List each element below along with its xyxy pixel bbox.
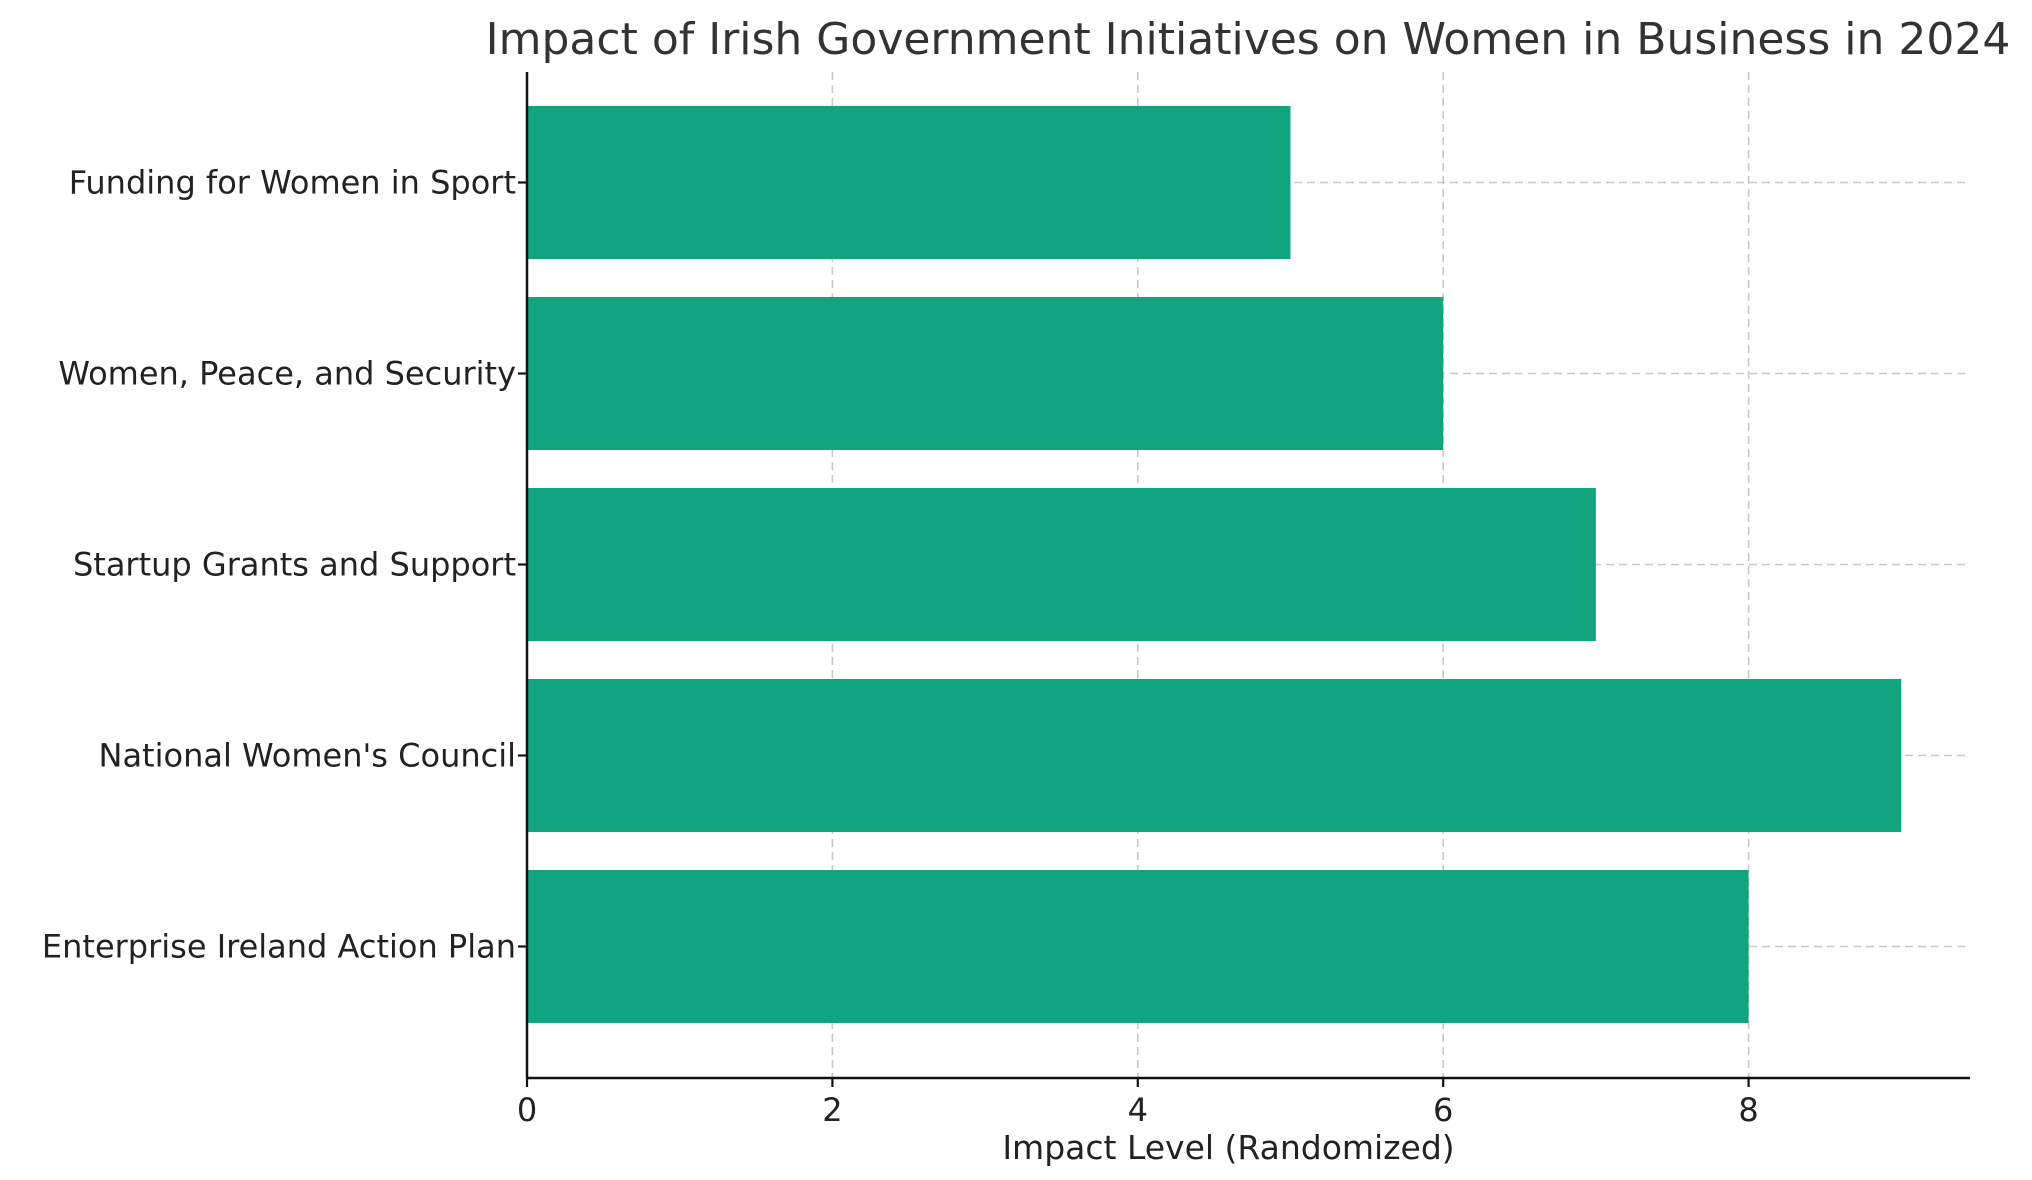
bar — [527, 488, 1596, 641]
bar — [527, 297, 1444, 450]
y-tick-label: Startup Grants and Support — [73, 546, 516, 584]
bar — [527, 679, 1902, 832]
x-tick-label: 6 — [1433, 1091, 1453, 1129]
y-tick-label: Women, Peace, and Security — [58, 355, 516, 393]
chart-title: Impact of Irish Government Initiatives o… — [486, 14, 2011, 65]
axes — [525, 72, 1970, 1080]
bar — [527, 870, 1749, 1023]
x-tick-label: 4 — [1128, 1091, 1148, 1129]
x-tick-label: 2 — [822, 1091, 842, 1129]
y-tick-label: Funding for Women in Sport — [69, 164, 516, 202]
x-tick-label: 0 — [517, 1091, 537, 1129]
x-axis-label: Impact Level (Randomized) — [1002, 1128, 1454, 1167]
bar — [527, 106, 1291, 259]
y-tick-label: Enterprise Ireland Action Plan — [42, 928, 516, 966]
bars — [527, 106, 1902, 1023]
x-tick-labels: 0 2 4 6 8 — [517, 1078, 1759, 1129]
x-tick-label: 8 — [1738, 1091, 1758, 1129]
y-tick-labels: Enterprise Ireland Action Plan National W… — [42, 164, 527, 966]
y-tick-label: National Women's Council — [99, 737, 517, 775]
